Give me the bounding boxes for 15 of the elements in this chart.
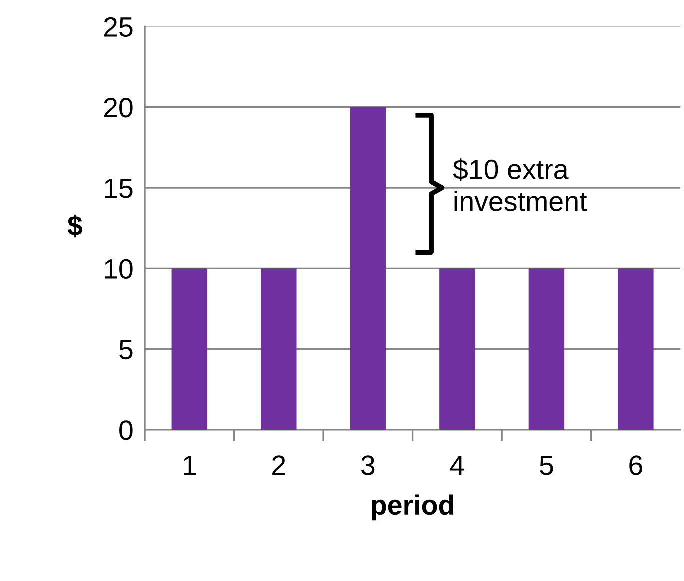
y-tick-label: 0 — [120, 420, 133, 440]
y-tick-label: 5 — [120, 340, 133, 360]
x-tick-label: 6 — [630, 456, 642, 476]
y-tick-label: 10 — [105, 259, 133, 279]
x-tick-label: 2 — [272, 456, 286, 476]
x-tick-label: 3 — [362, 456, 375, 476]
y-tick-label: 20 — [104, 98, 133, 118]
y-tick-label: 25 — [104, 17, 133, 38]
x-axis-title: period — [372, 494, 454, 521]
x-tick-label: 4 — [450, 456, 464, 476]
x-tick-label: 5 — [540, 456, 554, 476]
x-tick-label: 1 — [184, 456, 196, 476]
y-axis-title: $ — [68, 214, 83, 238]
y-tick-label: 15 — [105, 178, 133, 198]
annotation: $10 extra investment — [453, 158, 588, 212]
